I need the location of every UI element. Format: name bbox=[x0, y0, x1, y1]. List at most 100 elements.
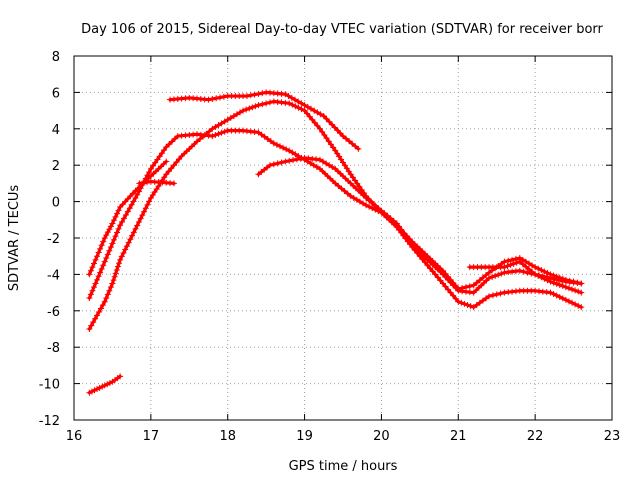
data-point bbox=[103, 384, 106, 387]
data-point bbox=[472, 291, 475, 294]
data-point bbox=[241, 109, 245, 112]
data-point bbox=[580, 291, 583, 294]
data-point bbox=[549, 276, 552, 280]
data-point bbox=[533, 289, 537, 292]
data-point bbox=[245, 94, 249, 98]
data-series bbox=[86, 89, 585, 396]
data-point bbox=[211, 127, 214, 130]
series-track-8 bbox=[466, 258, 585, 287]
data-point bbox=[426, 258, 429, 262]
data-point bbox=[533, 273, 537, 276]
series-track-1 bbox=[86, 373, 124, 396]
series-track-6 bbox=[167, 89, 362, 152]
data-point bbox=[288, 149, 291, 152]
data-point bbox=[118, 205, 122, 209]
data-point bbox=[357, 147, 360, 151]
data-point bbox=[364, 204, 368, 207]
data-point bbox=[226, 129, 229, 132]
data-point bbox=[303, 103, 306, 107]
y-tick-label: -12 bbox=[39, 414, 60, 429]
data-point bbox=[180, 154, 183, 158]
data-point bbox=[322, 114, 325, 118]
data-point bbox=[457, 300, 460, 303]
data-point bbox=[111, 242, 114, 245]
x-tick-label: 19 bbox=[296, 429, 313, 444]
data-point bbox=[88, 273, 91, 276]
data-point bbox=[318, 167, 322, 171]
data-point bbox=[111, 282, 114, 285]
data-point bbox=[564, 298, 568, 302]
data-point bbox=[487, 265, 491, 269]
x-tick-label: 18 bbox=[219, 429, 236, 444]
data-point bbox=[103, 260, 106, 263]
data-point bbox=[118, 375, 122, 378]
data-point bbox=[257, 173, 260, 176]
axis-ticks: 16 17 18 19 20 21 22 23 -12 -10 -8 -6 -4 -2 0 2 4 6 8 bbox=[39, 50, 621, 444]
data-point bbox=[564, 285, 568, 289]
data-point bbox=[176, 134, 179, 138]
x-tick-label: 21 bbox=[450, 429, 467, 444]
data-point bbox=[441, 269, 445, 272]
data-point bbox=[103, 300, 106, 303]
data-point bbox=[518, 269, 521, 272]
data-point bbox=[138, 182, 141, 185]
data-point bbox=[111, 380, 114, 383]
data-point bbox=[226, 118, 229, 121]
data-point bbox=[195, 133, 199, 136]
data-point bbox=[168, 98, 172, 101]
data-point bbox=[284, 93, 287, 96]
data-point bbox=[149, 196, 153, 200]
data-point bbox=[487, 276, 491, 280]
data-point bbox=[88, 391, 91, 394]
data-point bbox=[380, 209, 383, 212]
data-point bbox=[364, 196, 368, 200]
data-point bbox=[134, 227, 137, 231]
data-point bbox=[226, 94, 229, 98]
data-point bbox=[426, 255, 429, 258]
data-point bbox=[503, 260, 506, 263]
data-point bbox=[334, 167, 337, 171]
series-track-7 bbox=[255, 154, 585, 296]
data-point bbox=[580, 305, 583, 309]
data-point bbox=[487, 295, 491, 298]
data-point bbox=[257, 103, 260, 107]
data-point bbox=[207, 98, 210, 101]
data-point bbox=[165, 173, 168, 176]
data-point bbox=[95, 278, 99, 282]
data-point bbox=[472, 305, 475, 309]
data-point bbox=[334, 182, 337, 185]
data-point bbox=[334, 149, 337, 152]
data-point bbox=[195, 140, 199, 143]
x-tick-label: 16 bbox=[66, 429, 83, 444]
data-point bbox=[303, 156, 306, 160]
data-point bbox=[264, 91, 268, 94]
data-point bbox=[549, 280, 552, 283]
data-point bbox=[487, 271, 491, 274]
data-point bbox=[349, 173, 352, 176]
y-tick-label: -10 bbox=[39, 378, 60, 393]
data-point bbox=[303, 109, 306, 112]
data-point bbox=[318, 127, 322, 130]
y-tick-label: 2 bbox=[52, 159, 60, 174]
data-point bbox=[503, 271, 506, 274]
series-track-2 bbox=[86, 158, 170, 278]
data-point bbox=[441, 282, 445, 285]
grid bbox=[74, 56, 612, 420]
data-point bbox=[103, 236, 106, 240]
data-point bbox=[241, 129, 245, 132]
data-point bbox=[426, 264, 429, 267]
data-point bbox=[549, 273, 552, 276]
data-point bbox=[95, 387, 99, 391]
data-point bbox=[118, 258, 122, 262]
data-point bbox=[533, 265, 537, 269]
series-line bbox=[87, 159, 168, 276]
data-point bbox=[95, 255, 99, 258]
y-tick-label: 4 bbox=[52, 123, 60, 138]
data-point bbox=[518, 256, 521, 260]
series-markers bbox=[86, 158, 170, 278]
y-axis-label: SDTVAR / TECUs bbox=[7, 185, 22, 292]
data-point bbox=[288, 102, 291, 105]
y-tick-label: -2 bbox=[47, 232, 60, 247]
x-tick-label: 22 bbox=[527, 429, 544, 444]
